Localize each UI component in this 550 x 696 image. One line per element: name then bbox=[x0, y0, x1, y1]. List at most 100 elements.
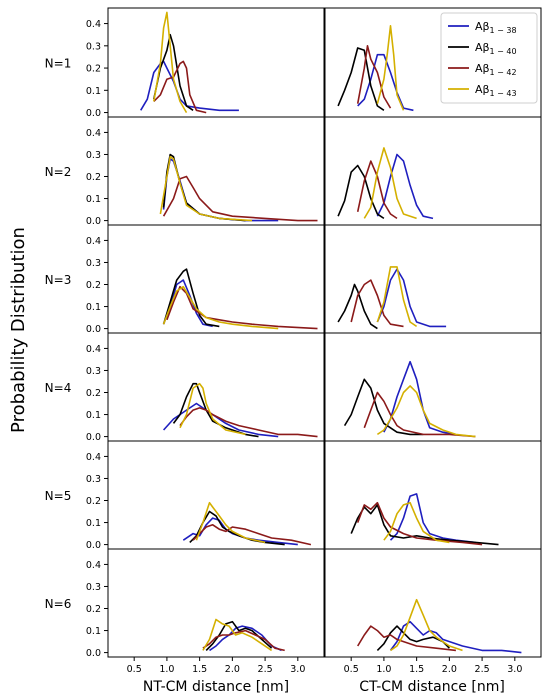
series-line-4 bbox=[179, 382, 246, 436]
series-line-3 bbox=[357, 625, 456, 652]
panel-frame bbox=[324, 440, 542, 550]
series-line-4 bbox=[195, 501, 266, 544]
x-tick-label: 0.5 bbox=[127, 664, 142, 675]
panel-frame bbox=[324, 224, 542, 334]
series-line-3 bbox=[153, 60, 207, 114]
panel-r4-c1: 0.0 0.1 0.2 0.3 0.4 bbox=[86, 332, 325, 443]
y-tick-label: 0.3 bbox=[86, 582, 101, 593]
legend-entry-main: Aβ bbox=[475, 41, 490, 54]
series-line-3 bbox=[162, 175, 318, 222]
y-tick-label: 0.1 bbox=[86, 86, 101, 97]
series-line-1 bbox=[383, 360, 457, 436]
row-label: N=5 bbox=[45, 489, 72, 503]
y-tick-label: 0.0 bbox=[86, 540, 101, 551]
y-tick-label: 0.4 bbox=[86, 19, 101, 30]
panel-r6-c2: 0.5 1.0 1.5 2.0 2.5 3.0 bbox=[324, 548, 542, 675]
panel-r4-c2 bbox=[324, 332, 542, 442]
series-line-4 bbox=[159, 155, 253, 222]
legend-entry-main: Aβ bbox=[475, 20, 490, 33]
x-tick-label: 0.5 bbox=[344, 664, 359, 675]
x-axis-label-nt: NT-CM distance [nm] bbox=[143, 679, 289, 695]
series-line-1 bbox=[376, 268, 447, 328]
series-line-3 bbox=[356, 44, 392, 109]
y-tick-label: 0.1 bbox=[86, 410, 101, 421]
panel-frame bbox=[107, 548, 325, 658]
panel-frame bbox=[324, 116, 542, 226]
series-line-3 bbox=[363, 391, 476, 438]
panels: 0.00.10.20.30.40.00.10.20.30.40.00.10.20… bbox=[86, 7, 542, 675]
panel-r3-c2 bbox=[324, 224, 542, 334]
row-label: N=1 bbox=[45, 57, 72, 71]
legend-entry-main: Aβ bbox=[475, 62, 490, 75]
series-line-1 bbox=[163, 402, 279, 438]
series-line-4 bbox=[376, 385, 476, 438]
series-line-4 bbox=[376, 24, 405, 111]
series-line-4 bbox=[376, 266, 418, 328]
y-tick-label: 0.2 bbox=[86, 64, 101, 75]
legend-entry-subscript: 1 − 40 bbox=[490, 47, 517, 56]
row-label: N=4 bbox=[45, 381, 72, 395]
panel-frame bbox=[324, 548, 542, 658]
legend-box bbox=[440, 12, 538, 104]
y-tick-label: 0.1 bbox=[86, 302, 101, 313]
series-line-4 bbox=[363, 147, 417, 220]
panel-frame bbox=[107, 224, 325, 334]
y-tick-label: 0.2 bbox=[86, 280, 101, 291]
y-tick-label: 0.3 bbox=[86, 41, 101, 52]
legend-entry: Aβ1 − 43 bbox=[475, 83, 517, 98]
panel-frame bbox=[107, 116, 325, 226]
y-tick-label: 0.1 bbox=[86, 626, 101, 637]
y-tick-label: 0.0 bbox=[86, 432, 101, 443]
series-line-2 bbox=[172, 382, 259, 438]
series-line-1 bbox=[389, 493, 476, 544]
y-tick-label: 0.4 bbox=[86, 344, 101, 355]
panel-r5-c2 bbox=[324, 440, 542, 550]
x-tick-label: 2.0 bbox=[442, 664, 457, 675]
series-line-2 bbox=[162, 153, 246, 222]
legend-entry: Aβ1 − 40 bbox=[475, 41, 517, 56]
x-tick-label: 1.5 bbox=[192, 664, 207, 675]
series-line-1 bbox=[376, 153, 434, 220]
series-line-2 bbox=[337, 47, 385, 111]
series-line-4 bbox=[162, 285, 279, 330]
series-line-2 bbox=[153, 33, 194, 111]
y-tick-label: 0.1 bbox=[86, 194, 101, 205]
panel-frame bbox=[107, 332, 325, 442]
x-tick-label: 1.0 bbox=[159, 664, 174, 675]
panel-frame bbox=[107, 7, 325, 118]
panel-r6-c1: 0.0 0.1 0.2 0.3 0.4 0.5 1.0 1.5 2.0 2.5 3.0 bbox=[86, 548, 325, 675]
x-tick-label: 1.0 bbox=[376, 664, 391, 675]
row-label: N=2 bbox=[45, 165, 72, 179]
series-line-1 bbox=[357, 53, 414, 112]
panel-r5-c1: 0.0 0.1 0.2 0.3 0.4 bbox=[86, 440, 325, 551]
series-line-1 bbox=[389, 620, 522, 654]
series-line-2 bbox=[337, 283, 378, 330]
panel-r1-c1: 0.0 0.1 0.2 0.3 0.4 bbox=[86, 7, 325, 119]
legend-entry-main: Aβ bbox=[475, 83, 490, 96]
y-tick-label: 0.4 bbox=[86, 560, 101, 571]
y-tick-label: 0.0 bbox=[86, 216, 101, 227]
x-axis-label-ct: CT-CM distance [nm] bbox=[359, 679, 505, 695]
legend-entry: Aβ1 − 38 bbox=[475, 20, 517, 35]
row-label: N=3 bbox=[45, 273, 72, 287]
series-line-4 bbox=[383, 501, 450, 544]
panel-r2-c2 bbox=[324, 116, 542, 226]
legend-entry-subscript: 1 − 42 bbox=[490, 68, 517, 77]
series-line-2 bbox=[162, 268, 220, 328]
x-tick-label: 1.5 bbox=[409, 664, 424, 675]
x-tick-label: 2.5 bbox=[475, 664, 490, 675]
series-line-3 bbox=[179, 407, 318, 438]
y-tick-label: 0.4 bbox=[86, 236, 101, 247]
y-axis-label: Probability Distribution bbox=[8, 227, 29, 433]
series-line-4 bbox=[202, 618, 273, 652]
series-line-1 bbox=[162, 158, 279, 222]
legend-entry: Aβ1 − 42 bbox=[475, 62, 517, 77]
legend-entry-subscript: 1 − 38 bbox=[490, 26, 517, 35]
x-tick-label: 2.5 bbox=[258, 664, 273, 675]
x-tick-label: 2.0 bbox=[225, 664, 240, 675]
row-labels: N=1 N=2 N=3 N=4 N=5 N=6 bbox=[45, 57, 72, 612]
series-line-1 bbox=[140, 60, 239, 112]
y-tick-label: 0.2 bbox=[86, 496, 101, 507]
y-tick-label: 0.2 bbox=[86, 388, 101, 399]
